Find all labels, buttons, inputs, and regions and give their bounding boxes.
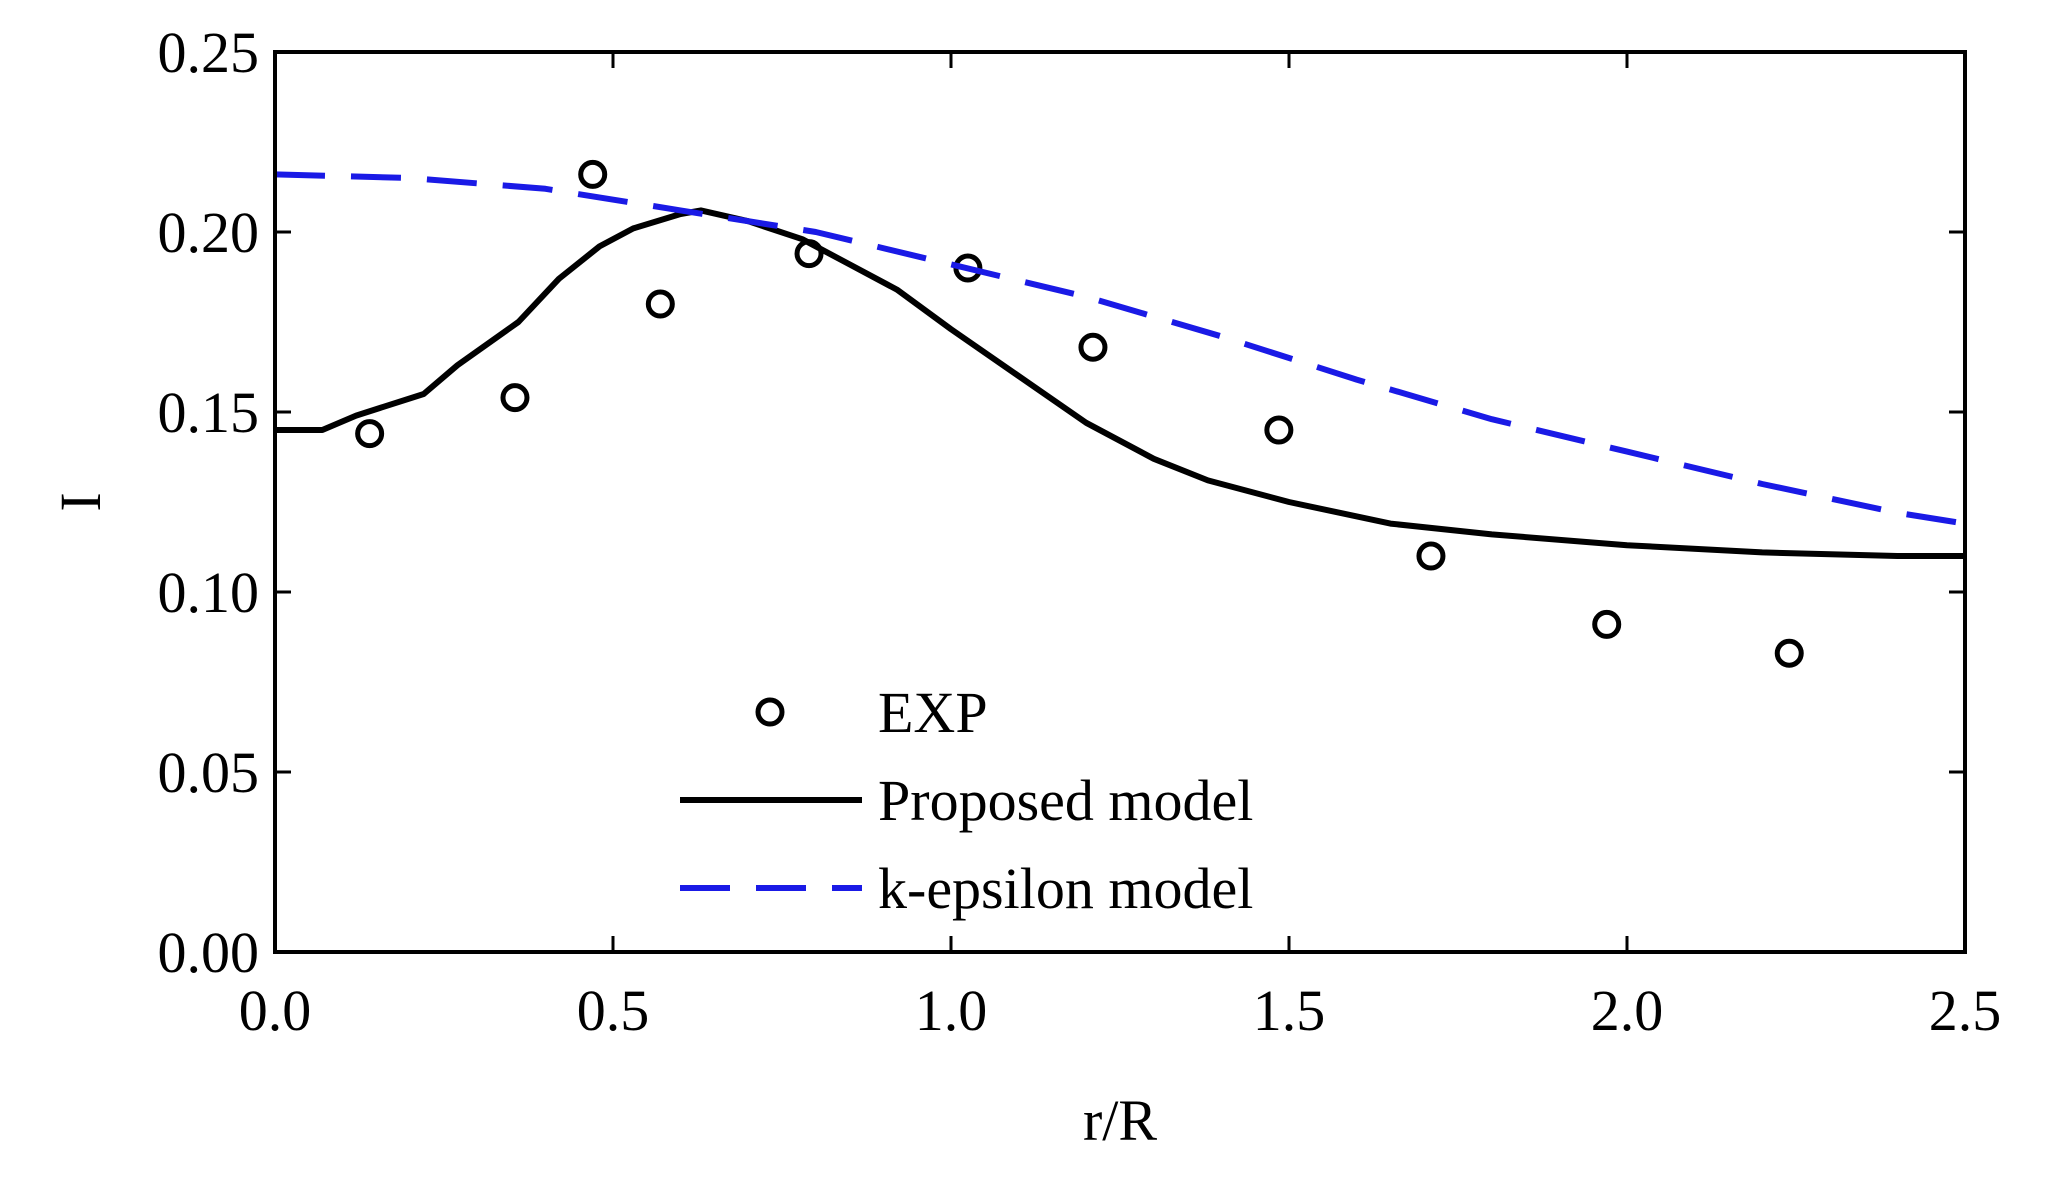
- proposed-model-line: [275, 207, 1965, 559]
- exp-data-point: [500, 383, 530, 413]
- x-tick-label: 0.0: [239, 978, 312, 1043]
- y-tick-label: 0.10: [158, 560, 260, 625]
- exp-data-point: [1264, 415, 1294, 445]
- exp-data-point: [1592, 609, 1622, 639]
- x-tick-label: 1.5: [1253, 978, 1326, 1043]
- y-axis-label: I: [48, 492, 113, 511]
- exp-data-point: [1416, 541, 1446, 571]
- legend-label: EXP: [878, 680, 988, 745]
- y-tick-label: 0.05: [158, 740, 260, 805]
- legend-label: Proposed model: [878, 768, 1253, 833]
- x-tick-label: 0.5: [577, 978, 650, 1043]
- legend-label: k-epsilon model: [878, 856, 1253, 921]
- exp-data-point: [355, 419, 385, 449]
- y-tick-label: 0.15: [158, 380, 260, 445]
- exp-data-point: [578, 159, 608, 189]
- exp-data-point: [1078, 332, 1108, 362]
- exp-data-point: [645, 289, 675, 319]
- x-axis-label: r/R: [1083, 1088, 1157, 1153]
- plot-frame: [273, 50, 1967, 954]
- y-tick-label: 0.20: [158, 200, 260, 265]
- series-layer: [274, 159, 1966, 668]
- exp-data-point: [1774, 638, 1804, 668]
- ticks-layer: 0.0 0.5 1.0 1.5 2.0 2.5 0.00 0.05 0.10 0.15 0.20 0.…: [158, 20, 2002, 1043]
- y-tick-label: 0.25: [158, 20, 260, 85]
- y-tick-label: 0.00: [158, 920, 260, 985]
- legend: EXP Proposed model k-epsilon model: [680, 680, 1253, 921]
- x-tick-label: 2.0: [1591, 978, 1664, 1043]
- x-tick-label: 1.0: [915, 978, 988, 1043]
- x-tick-label: 2.5: [1929, 978, 2002, 1043]
- legend-marker-exp: [755, 697, 785, 727]
